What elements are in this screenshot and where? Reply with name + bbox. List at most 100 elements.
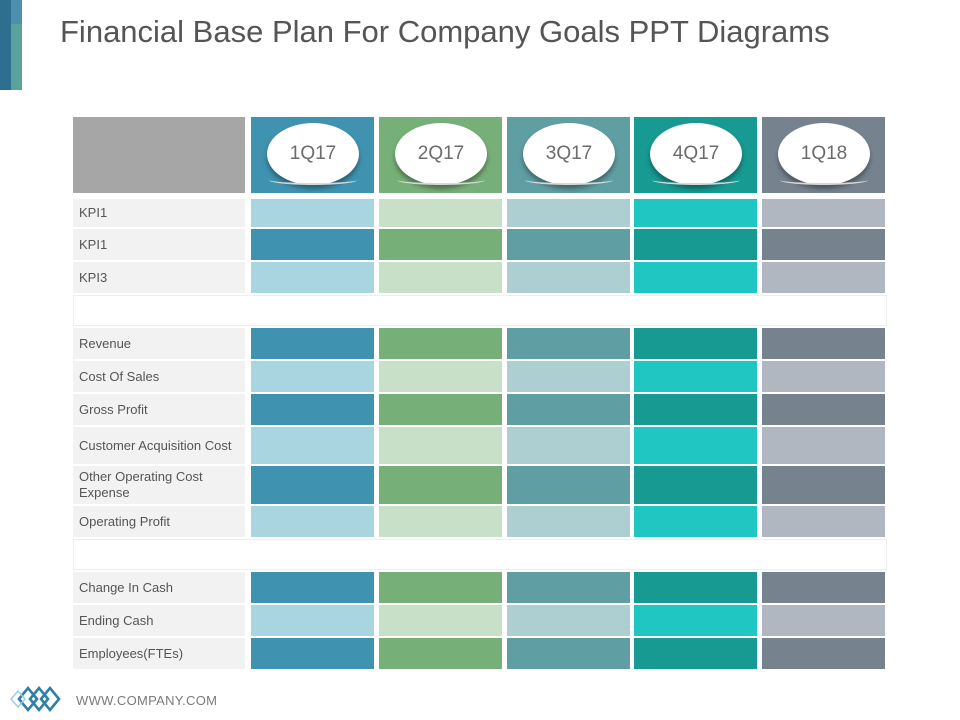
table-cell-2q17 bbox=[379, 361, 502, 392]
row-label: Gross Profit bbox=[73, 394, 245, 425]
table-cell-4q17 bbox=[634, 638, 757, 669]
table-cell-2q17 bbox=[379, 229, 502, 260]
table-cell-3q17 bbox=[507, 466, 630, 504]
quarter-label: 4Q17 bbox=[650, 123, 742, 185]
row-label: Change In Cash bbox=[73, 572, 245, 603]
table-cell-3q17 bbox=[507, 638, 630, 669]
quarter-label: 1Q18 bbox=[778, 123, 870, 185]
table-cell-2q17 bbox=[379, 427, 502, 464]
table-cell-2q17 bbox=[379, 394, 502, 425]
row-label: Ending Cash bbox=[73, 605, 245, 636]
table-cell-2q17 bbox=[379, 466, 502, 504]
table-cell-4q17 bbox=[634, 199, 757, 227]
table-cell-2q17 bbox=[379, 605, 502, 636]
table-cell-1q17 bbox=[251, 262, 374, 293]
table-cell-2q17 bbox=[379, 506, 502, 537]
footer-website: WWW.COMPANY.COM bbox=[76, 693, 218, 708]
table-cell-1q18 bbox=[762, 229, 885, 260]
table-cell-3q17 bbox=[507, 427, 630, 464]
column-header-4q17: 4Q17 bbox=[634, 117, 757, 193]
table-row: Change In Cash bbox=[73, 572, 887, 603]
table-row: KPI1 bbox=[73, 199, 887, 227]
table-cell-1q18 bbox=[762, 427, 885, 464]
table-row: Gross Profit bbox=[73, 394, 887, 425]
table-cell-1q18 bbox=[762, 262, 885, 293]
table-cell-1q18 bbox=[762, 199, 885, 227]
column-header-1q18: 1Q18 bbox=[762, 117, 885, 193]
table-cell-1q17 bbox=[251, 572, 374, 603]
table-cell-1q18 bbox=[762, 328, 885, 359]
table-cell-2q17 bbox=[379, 328, 502, 359]
table-row: Operating Profit bbox=[73, 506, 887, 537]
table-cell-3q17 bbox=[507, 572, 630, 603]
table-cell-4q17 bbox=[634, 394, 757, 425]
row-label: Employees(FTEs) bbox=[73, 638, 245, 669]
table-cell-1q17 bbox=[251, 361, 374, 392]
column-header-2q17: 2Q17 bbox=[379, 117, 502, 193]
table-cell-3q17 bbox=[507, 229, 630, 260]
table-cell-3q17 bbox=[507, 506, 630, 537]
accent-bar-green bbox=[11, 24, 22, 90]
quarter-label: 3Q17 bbox=[523, 123, 615, 185]
table-cell-4q17 bbox=[634, 262, 757, 293]
table-row: Employees(FTEs) bbox=[73, 638, 887, 669]
table-cell-2q17 bbox=[379, 262, 502, 293]
accent-bar-dark bbox=[0, 0, 11, 90]
table-cell-3q17 bbox=[507, 394, 630, 425]
table-cell-1q18 bbox=[762, 394, 885, 425]
table-cell-4q17 bbox=[634, 572, 757, 603]
table-cell-2q17 bbox=[379, 572, 502, 603]
table-cell-4q17 bbox=[634, 427, 757, 464]
row-label: Other Operating Cost Expense bbox=[73, 466, 245, 504]
table-cell-1q17 bbox=[251, 394, 374, 425]
header-blank-cell bbox=[73, 117, 245, 193]
table-cell-2q17 bbox=[379, 638, 502, 669]
table-row: Revenue bbox=[73, 328, 887, 359]
table-cell-1q18 bbox=[762, 572, 885, 603]
quarter-label: 2Q17 bbox=[395, 123, 487, 185]
quarter-label: 1Q17 bbox=[267, 123, 359, 185]
table-cell-1q17 bbox=[251, 605, 374, 636]
row-label: Operating Profit bbox=[73, 506, 245, 537]
table-cell-2q17 bbox=[379, 199, 502, 227]
row-label: KPI3 bbox=[73, 262, 245, 293]
column-header-3q17: 3Q17 bbox=[507, 117, 630, 193]
row-label: Customer Acquisition Cost bbox=[73, 427, 245, 464]
row-label: KPI1 bbox=[73, 199, 245, 227]
table-cell-3q17 bbox=[507, 262, 630, 293]
table-cell-4q17 bbox=[634, 229, 757, 260]
table-cell-1q17 bbox=[251, 427, 374, 464]
table-cell-4q17 bbox=[634, 506, 757, 537]
table-spacer-row bbox=[73, 295, 887, 326]
table-cell-1q18 bbox=[762, 361, 885, 392]
table-spacer-row bbox=[73, 539, 887, 570]
table-cell-1q18 bbox=[762, 506, 885, 537]
table-cell-1q17 bbox=[251, 506, 374, 537]
table-cell-1q17 bbox=[251, 229, 374, 260]
diamond-chain-logo-icon bbox=[10, 685, 61, 713]
table-cell-1q18 bbox=[762, 638, 885, 669]
table-row: Customer Acquisition Cost bbox=[73, 427, 887, 464]
table-row: Cost Of Sales bbox=[73, 361, 887, 392]
table-cell-4q17 bbox=[634, 466, 757, 504]
table-cell-4q17 bbox=[634, 328, 757, 359]
table-cell-1q17 bbox=[251, 199, 374, 227]
table-cell-3q17 bbox=[507, 199, 630, 227]
row-label: Revenue bbox=[73, 328, 245, 359]
table-cell-1q17 bbox=[251, 466, 374, 504]
table-cell-1q17 bbox=[251, 638, 374, 669]
table-cell-4q17 bbox=[634, 361, 757, 392]
table-cell-3q17 bbox=[507, 361, 630, 392]
table-row: Ending Cash bbox=[73, 605, 887, 636]
table-cell-3q17 bbox=[507, 605, 630, 636]
table-cell-1q17 bbox=[251, 328, 374, 359]
table-cell-1q18 bbox=[762, 605, 885, 636]
table-cell-1q18 bbox=[762, 466, 885, 504]
row-label: Cost Of Sales bbox=[73, 361, 245, 392]
table-row: KPI1 bbox=[73, 229, 887, 260]
row-label: KPI1 bbox=[73, 229, 245, 260]
table-row: KPI3 bbox=[73, 262, 887, 293]
table-cell-4q17 bbox=[634, 605, 757, 636]
table-cell-3q17 bbox=[507, 328, 630, 359]
table-row: Other Operating Cost Expense bbox=[73, 466, 887, 504]
